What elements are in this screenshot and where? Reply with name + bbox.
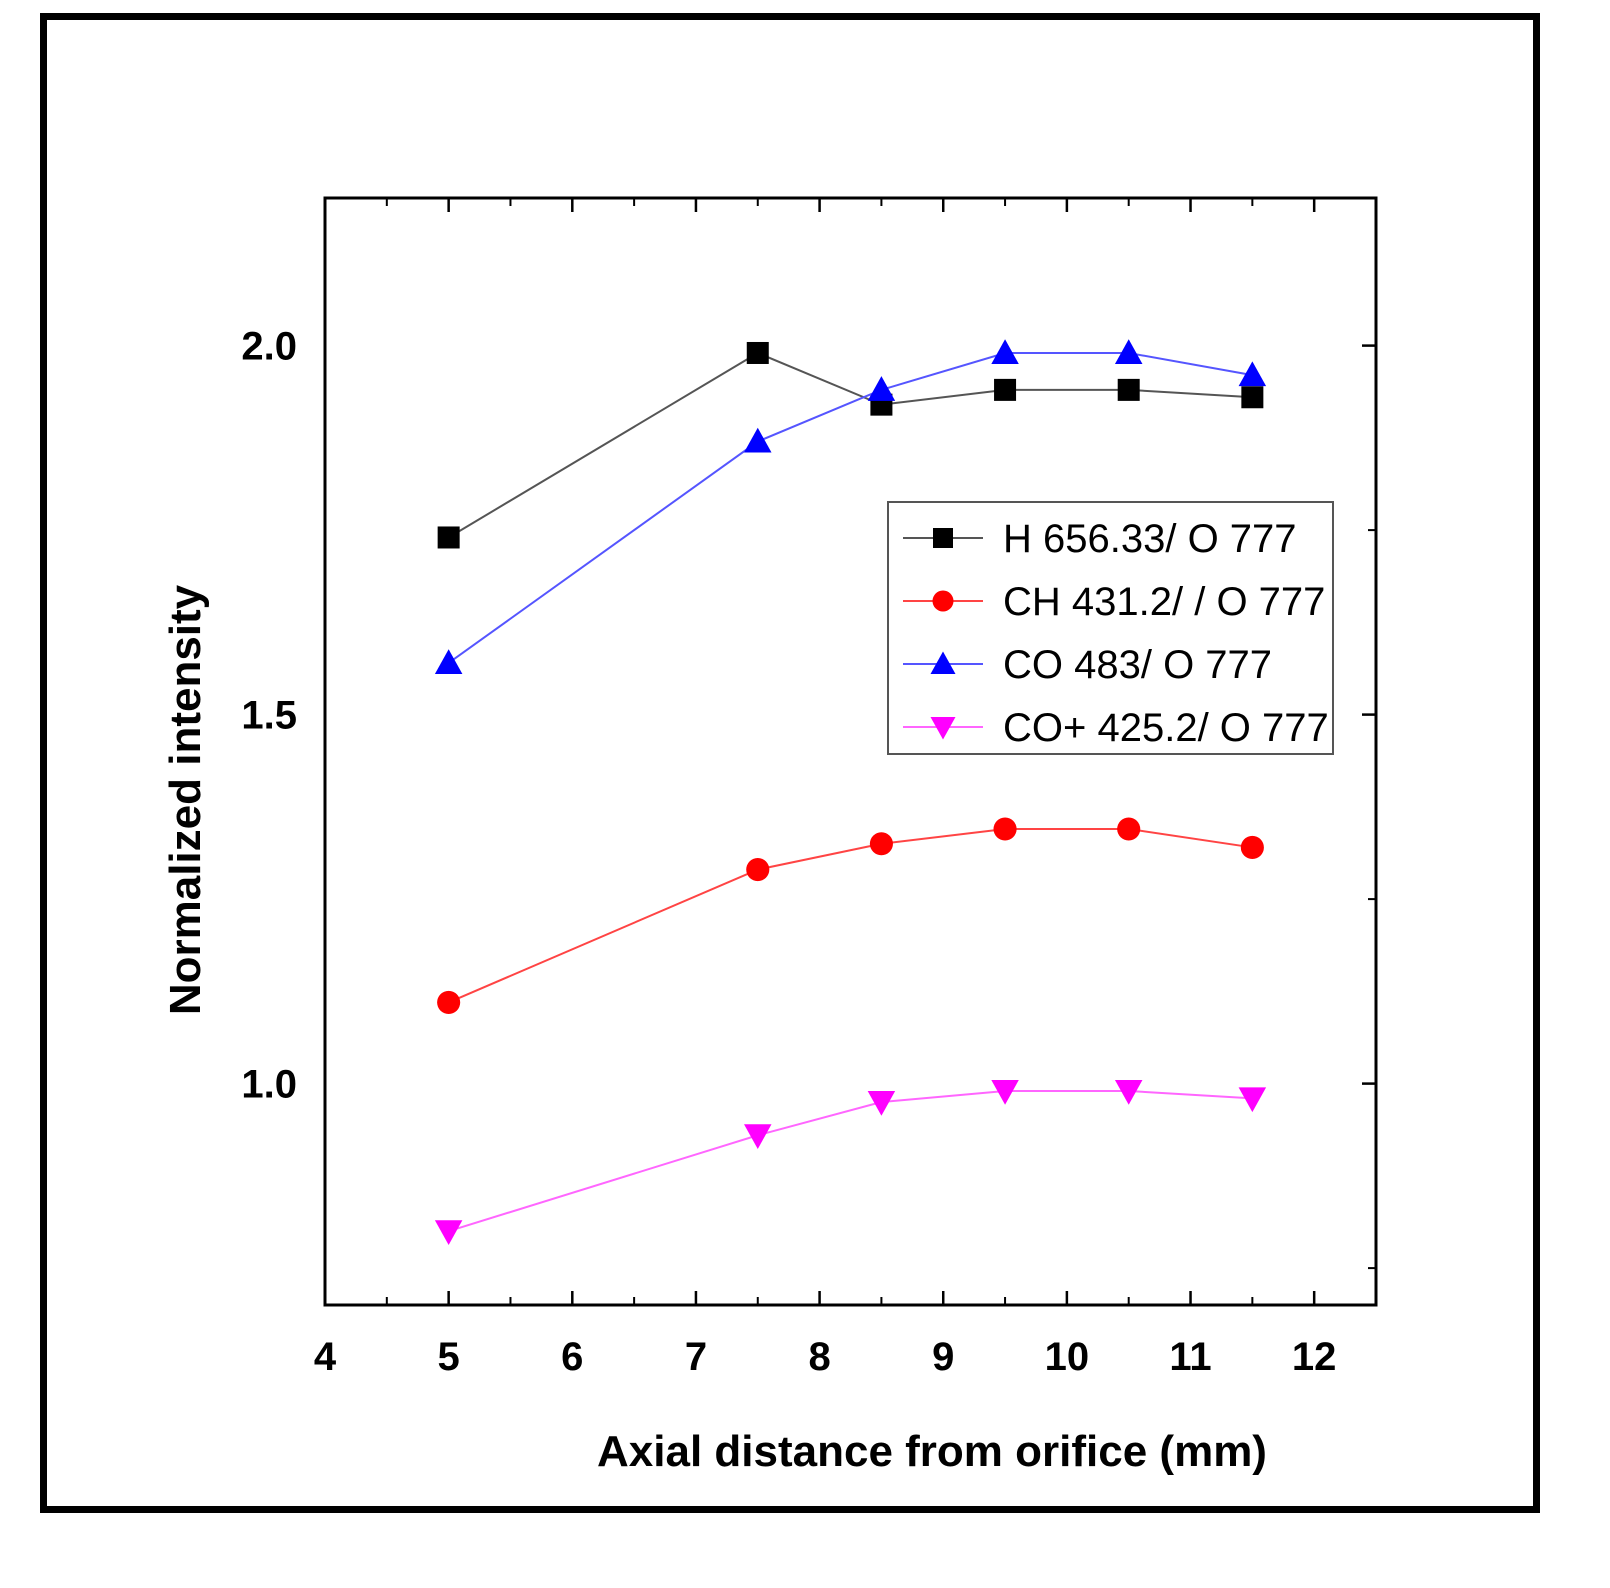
data-point [434,649,463,674]
legend-marker [933,528,953,548]
series-line [448,827,1253,1004]
x-tick-label: 12 [1292,1335,1337,1379]
x-tick-label: 11 [1169,1335,1211,1379]
data-point [1238,361,1267,387]
legend-label: CO 483/ O 777 [1003,643,1272,687]
legend-marker [930,717,956,740]
data-point [1117,817,1141,841]
data-point [744,427,772,453]
legend-label: CH 431.2/ / O 777 [1003,580,1325,624]
data-point [744,1124,772,1150]
legend-box [887,501,1334,755]
legend-marker [932,590,954,612]
legend-label: CO+ 425.2/ O 777 [1003,706,1329,750]
data-point [1240,835,1264,859]
series-line [448,1089,1253,1233]
data-point [746,858,770,882]
data-point [994,378,1017,401]
data-point [746,341,769,364]
y-tick-label: 1.5 [241,694,297,738]
data-point [867,1091,896,1116]
data-point [1241,386,1264,409]
data-point [437,990,461,1014]
data-point [437,526,460,549]
data-point [1114,339,1143,364]
x-tick-label: 6 [561,1335,583,1379]
y-tick-label: 2.0 [241,325,297,369]
data-point [993,817,1017,841]
x-tick-label: 7 [685,1335,707,1379]
y-tick-label: 1.0 [241,1063,297,1107]
x-axis-title: Axial distance from orifice (mm) [597,1427,1267,1476]
x-tick-label: 10 [1045,1335,1090,1379]
legend-label: H 656.33/ O 777 [1003,517,1297,561]
data-point [1238,1087,1267,1113]
legend-marker [930,651,956,674]
data-point [434,1220,463,1245]
data-point [1114,1079,1143,1105]
data-point [867,376,896,401]
data-point [991,339,1019,364]
data-point [991,1079,1019,1105]
series-line [448,351,1253,539]
data-point [869,832,893,856]
figure-border [40,13,1540,1513]
y-axis-title: Normalized intensity [161,584,210,1015]
x-tick-label: 5 [438,1335,460,1379]
x-tick-label: 9 [932,1335,954,1379]
series-line [448,351,1253,664]
x-tick-label: 8 [808,1335,830,1379]
data-point [1117,378,1140,401]
plot-area-frame [323,196,1378,1307]
x-tick-label: 4 [314,1335,337,1379]
